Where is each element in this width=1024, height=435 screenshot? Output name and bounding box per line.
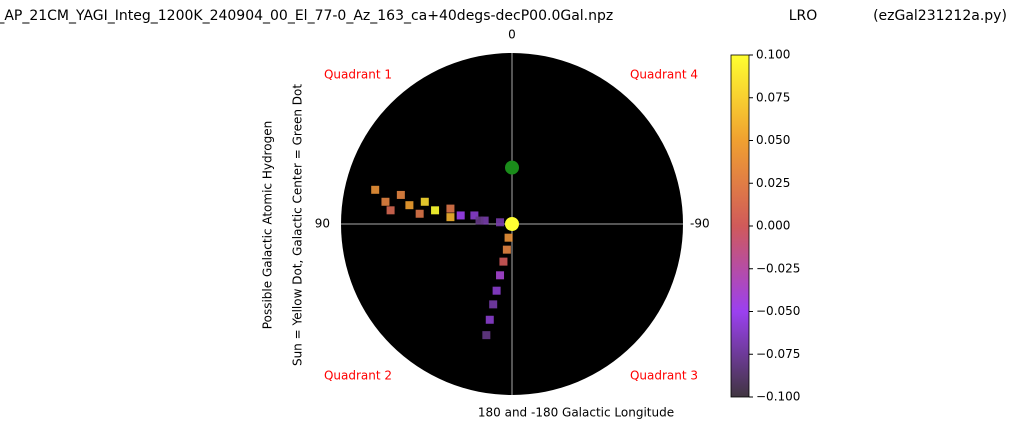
data-point: [371, 185, 380, 194]
data-point: [431, 206, 440, 215]
colorbar-tick-label: −0.100: [756, 390, 800, 404]
colorbar-tick-label: 0.050: [756, 133, 790, 147]
quadrant-label: Quadrant 3: [630, 369, 698, 383]
data-point: [470, 211, 479, 220]
colorbar-tick-label: 0.025: [756, 176, 790, 190]
data-point: [420, 197, 429, 206]
title: LRO: [789, 8, 818, 24]
data-point: [499, 257, 508, 266]
data-point: [396, 190, 405, 199]
colorbar: [730, 54, 750, 398]
data-point: [502, 245, 511, 254]
y-axis-label: Possible Galactic Atomic Hydrogen: [261, 121, 275, 329]
data-point: [496, 271, 505, 280]
data-point: [482, 331, 491, 340]
data-point: [489, 300, 498, 309]
data-point: [485, 315, 494, 324]
data-point: [456, 211, 465, 220]
sun-dot: [505, 217, 519, 231]
colorbar-tick-label: 0.075: [756, 90, 790, 104]
title: (ezGal231212a.py): [873, 8, 1007, 24]
data-point: [415, 209, 424, 218]
data-point: [405, 201, 414, 210]
data-point: [475, 216, 484, 225]
quadrant-label: Quadrant 4: [630, 68, 698, 82]
title: LRO_AP_21CM_YAGI_Integ_1200K_240904_00_E…: [0, 8, 613, 24]
quadrant-label: Quadrant 2: [324, 369, 392, 383]
galactic-center-dot: [505, 160, 519, 175]
data-point: [446, 213, 455, 222]
y-axis-label: Sun = Yellow Dot, Galactic Center = Gree…: [291, 84, 305, 366]
colorbar-tick-label: 0.000: [756, 219, 790, 233]
data-point: [381, 197, 390, 206]
colorbar-tick-label: −0.025: [756, 261, 800, 275]
x-axis-label: 180 and -180 Galactic Longitude: [478, 406, 674, 420]
direction-label: 0: [508, 28, 516, 42]
colorbar-tick-label: −0.075: [756, 347, 800, 361]
colorbar-tick-label: −0.050: [756, 304, 800, 318]
data-point: [496, 218, 505, 227]
quadrant-label: Quadrant 1: [324, 68, 392, 82]
data-point: [492, 286, 501, 295]
direction-label: -90: [690, 217, 710, 231]
data-point: [504, 233, 513, 242]
data-point: [480, 216, 489, 225]
data-point: [386, 206, 395, 215]
direction-label: 90: [315, 217, 330, 231]
data-point: [446, 204, 455, 213]
colorbar-tick-label: 0.100: [756, 48, 790, 62]
